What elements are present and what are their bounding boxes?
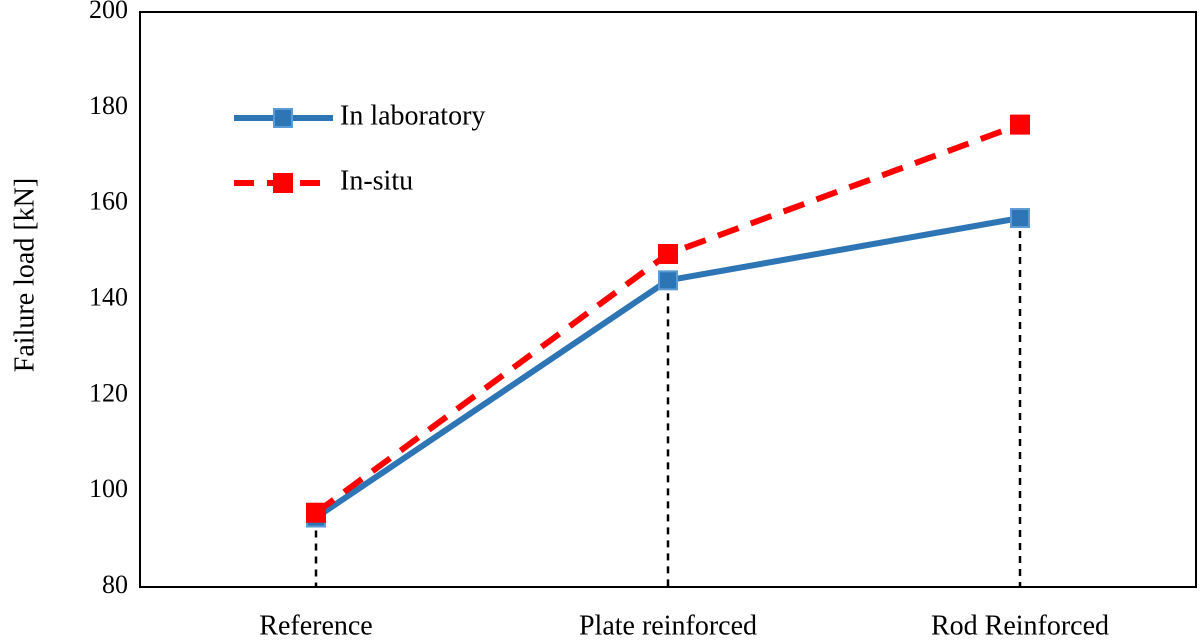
y-tick-label: 80: [102, 570, 128, 599]
series-layer: [306, 114, 1030, 528]
y-tick-label: 200: [89, 0, 128, 24]
plot-area: [139, 11, 1197, 588]
x-category-label: Reference: [259, 610, 372, 641]
y-tick-label: 100: [89, 474, 128, 503]
y-tick-label: 120: [89, 378, 128, 407]
y-axis-title: Failure load [kN]: [9, 178, 40, 372]
plot-border: [139, 11, 1197, 588]
legend-swatch-marker: [273, 173, 293, 193]
legend-swatch-marker: [273, 108, 293, 128]
legend-label: In-situ: [340, 165, 413, 196]
legend: In laboratory In-situ: [234, 100, 485, 196]
y-axis: 80 100 120 140 160 180 200: [89, 0, 128, 599]
y-tick-label: 140: [89, 282, 128, 311]
data-point: [658, 243, 678, 264]
data-point: [658, 270, 678, 291]
y-tick-label: 180: [89, 91, 128, 120]
legend-label: In laboratory: [340, 100, 485, 131]
x-category-label: Plate reinforced: [579, 610, 757, 641]
x-axis: Reference Plate reinforced Rod Reinforced: [259, 610, 1109, 641]
data-point: [306, 502, 326, 523]
data-point: [1010, 208, 1030, 229]
drop-lines: [314, 218, 1022, 587]
y-tick-label: 160: [89, 187, 128, 216]
x-category-label: Rod Reinforced: [931, 610, 1109, 641]
data-point: [1010, 114, 1030, 135]
